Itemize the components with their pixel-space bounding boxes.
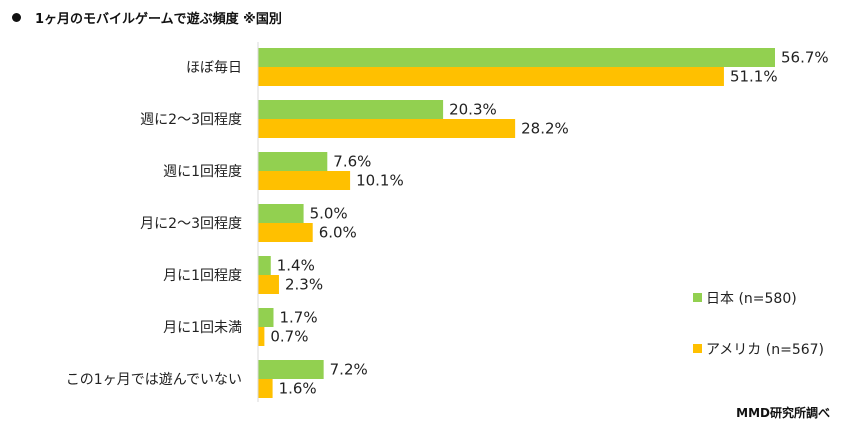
bullet-icon [12,13,21,22]
data-label: 7.6% [333,153,371,171]
bar-usa [258,223,313,242]
bar-japan [258,308,274,327]
data-label: 2.3% [285,276,323,294]
legend-item-japan: 日本 (n=580) [693,288,797,308]
category-label: この1ヶ月では遊んでいない [66,372,242,388]
data-label: 20.3% [449,101,497,119]
bar-japan [258,360,324,379]
category-label: ほぼ毎日 [186,60,242,76]
bar-usa [258,379,273,398]
chart-title: 1ヶ月のモバイルゲームで遊ぶ頻度 ※国別 [12,8,282,27]
legend-swatch-usa [693,344,702,353]
category-label: 月に1回未満 [163,320,242,336]
bar-usa [258,67,724,86]
data-label: 6.0% [319,224,357,242]
legend-label-usa: アメリカ (n=567) [706,342,824,358]
data-label: 56.7% [781,49,829,67]
bar-usa [258,171,351,190]
category-label: 月に1回程度 [163,268,242,284]
data-label: 28.2% [521,120,569,138]
source-note: MMD研究所調べ [736,406,830,420]
bar-japan [258,152,328,171]
data-label: 1.4% [277,257,315,275]
bar-usa [258,327,265,346]
data-label: 10.1% [356,172,404,190]
bar-japan [258,48,775,67]
legend-item-usa: アメリカ (n=567) [693,339,824,359]
bar-usa [258,275,279,294]
category-label: 月に2～3回程度 [140,216,242,232]
data-label: 1.7% [280,309,318,327]
legend-label-japan: 日本 (n=580) [706,291,797,307]
data-label: 0.7% [270,328,308,346]
bar-usa [258,119,516,138]
bar-japan [258,100,444,119]
data-label: 51.1% [730,68,778,86]
category-label: 週に2～3回程度 [140,112,242,128]
data-label: 7.2% [330,361,368,379]
data-label: 5.0% [310,205,348,223]
chart-title-text: 1ヶ月のモバイルゲームで遊ぶ頻度 ※国別 [35,12,282,27]
data-label: 1.6% [279,380,317,398]
category-label: 週に1回程度 [163,164,242,180]
legend-swatch-japan [693,293,702,302]
bar-japan [258,256,271,275]
bar-japan [258,204,304,223]
